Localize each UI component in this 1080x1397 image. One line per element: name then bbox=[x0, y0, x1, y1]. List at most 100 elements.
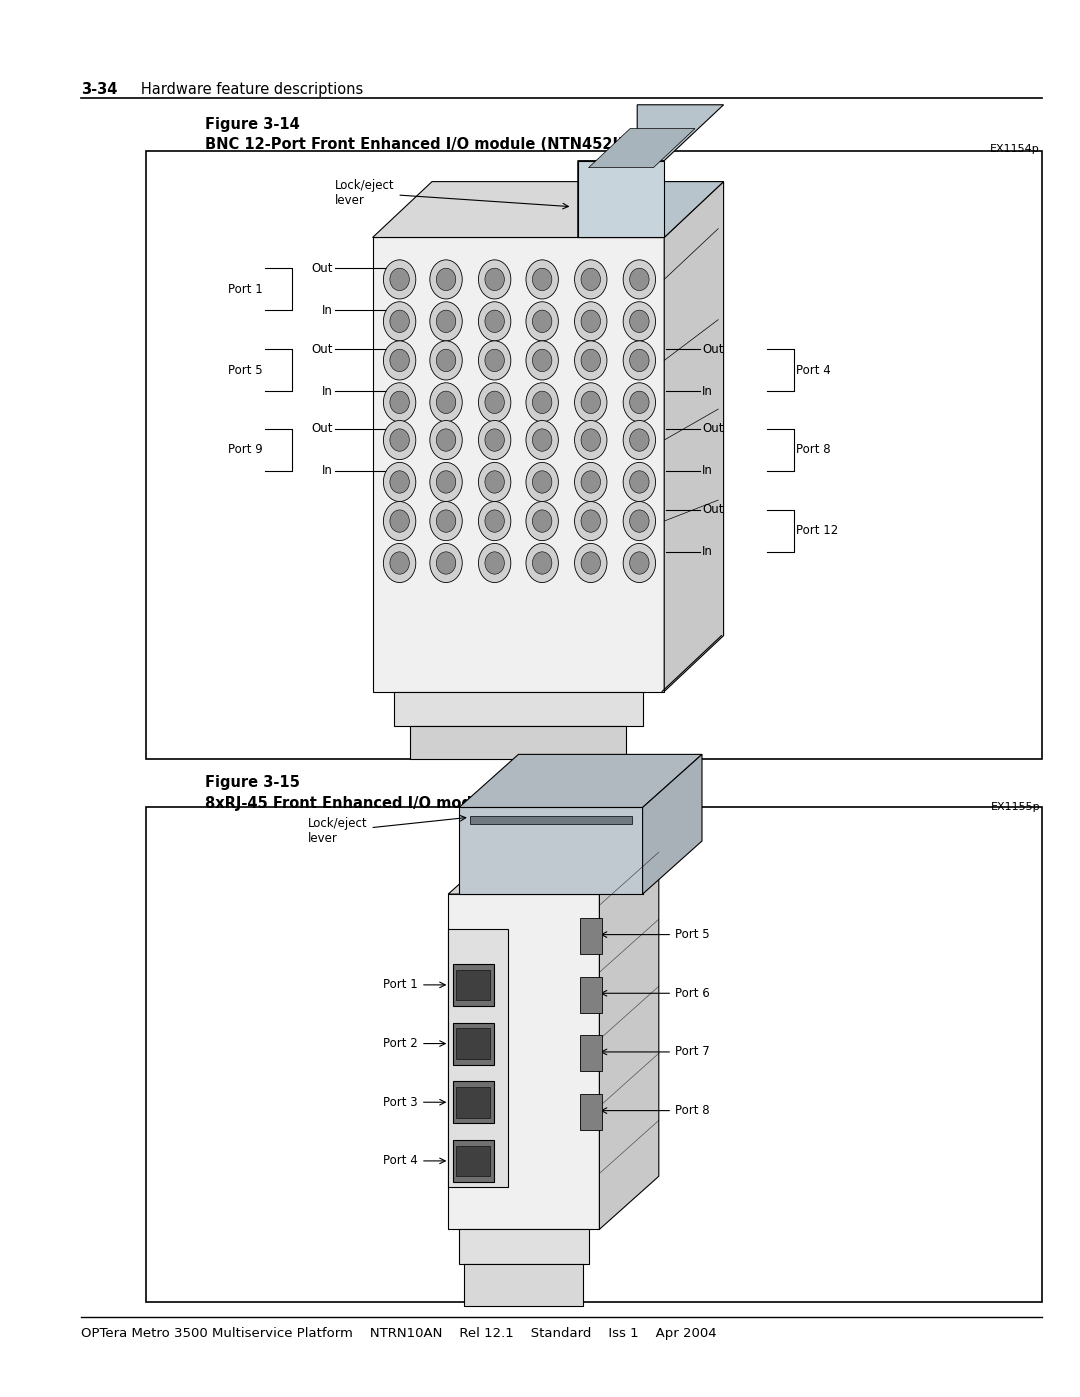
Ellipse shape bbox=[575, 260, 607, 299]
Polygon shape bbox=[410, 726, 626, 759]
Ellipse shape bbox=[478, 502, 511, 541]
Polygon shape bbox=[464, 1264, 583, 1306]
Ellipse shape bbox=[623, 420, 656, 460]
Bar bbox=[580, 918, 602, 954]
Text: Port 5: Port 5 bbox=[602, 928, 710, 942]
Ellipse shape bbox=[581, 391, 600, 414]
Bar bbox=[456, 1028, 490, 1059]
Ellipse shape bbox=[526, 502, 558, 541]
Ellipse shape bbox=[630, 429, 649, 451]
Bar bbox=[456, 1087, 490, 1118]
Ellipse shape bbox=[485, 310, 504, 332]
Polygon shape bbox=[459, 807, 643, 894]
Text: Port 2: Port 2 bbox=[383, 1037, 445, 1051]
Ellipse shape bbox=[623, 462, 656, 502]
Bar bbox=[456, 970, 490, 1000]
Bar bbox=[580, 1035, 602, 1071]
Text: In: In bbox=[702, 545, 713, 559]
Ellipse shape bbox=[485, 268, 504, 291]
Ellipse shape bbox=[436, 391, 456, 414]
Ellipse shape bbox=[630, 391, 649, 414]
Ellipse shape bbox=[430, 502, 462, 541]
Text: Port 9: Port 9 bbox=[228, 443, 262, 457]
Polygon shape bbox=[448, 894, 599, 1229]
Ellipse shape bbox=[436, 310, 456, 332]
Ellipse shape bbox=[478, 543, 511, 583]
Bar bbox=[453, 964, 494, 1006]
Text: Out: Out bbox=[702, 422, 724, 436]
Ellipse shape bbox=[623, 502, 656, 541]
Text: EX1154p: EX1154p bbox=[990, 144, 1040, 154]
Bar bbox=[580, 977, 602, 1013]
Ellipse shape bbox=[485, 429, 504, 451]
Text: Port 12: Port 12 bbox=[796, 524, 838, 538]
Text: Figure 3-15: Figure 3-15 bbox=[205, 775, 300, 791]
Text: Out: Out bbox=[311, 342, 333, 356]
Ellipse shape bbox=[485, 510, 504, 532]
Ellipse shape bbox=[436, 552, 456, 574]
Text: Out: Out bbox=[311, 422, 333, 436]
Ellipse shape bbox=[581, 429, 600, 451]
Ellipse shape bbox=[581, 349, 600, 372]
Text: In: In bbox=[702, 384, 713, 398]
Text: Port 4: Port 4 bbox=[796, 363, 831, 377]
Ellipse shape bbox=[532, 268, 552, 291]
Ellipse shape bbox=[390, 510, 409, 532]
Ellipse shape bbox=[526, 260, 558, 299]
Text: OPTera Metro 3500 Multiservice Platform    NTRN10AN    Rel 12.1    Standard    I: OPTera Metro 3500 Multiservice Platform … bbox=[81, 1327, 717, 1340]
Polygon shape bbox=[373, 182, 724, 237]
Ellipse shape bbox=[383, 543, 416, 583]
Polygon shape bbox=[578, 161, 664, 237]
Ellipse shape bbox=[532, 310, 552, 332]
Ellipse shape bbox=[485, 349, 504, 372]
Ellipse shape bbox=[575, 543, 607, 583]
Ellipse shape bbox=[478, 341, 511, 380]
Polygon shape bbox=[470, 816, 632, 824]
Ellipse shape bbox=[383, 302, 416, 341]
Ellipse shape bbox=[581, 268, 600, 291]
Ellipse shape bbox=[383, 462, 416, 502]
Bar bbox=[146, 807, 1042, 1302]
Ellipse shape bbox=[436, 349, 456, 372]
Polygon shape bbox=[448, 929, 508, 1187]
Polygon shape bbox=[459, 754, 702, 807]
Ellipse shape bbox=[526, 302, 558, 341]
Ellipse shape bbox=[575, 383, 607, 422]
Ellipse shape bbox=[390, 349, 409, 372]
Ellipse shape bbox=[623, 260, 656, 299]
Text: Lock/eject
lever: Lock/eject lever bbox=[335, 179, 568, 210]
Ellipse shape bbox=[430, 302, 462, 341]
Ellipse shape bbox=[383, 383, 416, 422]
Ellipse shape bbox=[390, 268, 409, 291]
Ellipse shape bbox=[390, 391, 409, 414]
Ellipse shape bbox=[575, 502, 607, 541]
Ellipse shape bbox=[383, 341, 416, 380]
Ellipse shape bbox=[390, 429, 409, 451]
Bar bbox=[580, 1094, 602, 1130]
Polygon shape bbox=[459, 1229, 589, 1264]
Text: In: In bbox=[322, 464, 333, 478]
Text: Hardware feature descriptions: Hardware feature descriptions bbox=[127, 82, 364, 96]
Text: Lock/eject
lever: Lock/eject lever bbox=[308, 816, 465, 845]
Ellipse shape bbox=[581, 510, 600, 532]
Polygon shape bbox=[394, 692, 643, 726]
Ellipse shape bbox=[383, 260, 416, 299]
Polygon shape bbox=[578, 105, 724, 237]
Text: Figure 3-14: Figure 3-14 bbox=[205, 117, 300, 133]
Ellipse shape bbox=[630, 349, 649, 372]
Ellipse shape bbox=[575, 341, 607, 380]
Ellipse shape bbox=[436, 471, 456, 493]
Text: In: In bbox=[322, 384, 333, 398]
Ellipse shape bbox=[430, 420, 462, 460]
Ellipse shape bbox=[430, 341, 462, 380]
Ellipse shape bbox=[526, 420, 558, 460]
Ellipse shape bbox=[623, 383, 656, 422]
Ellipse shape bbox=[623, 302, 656, 341]
Ellipse shape bbox=[532, 349, 552, 372]
Text: In: In bbox=[702, 464, 713, 478]
Ellipse shape bbox=[478, 420, 511, 460]
Text: Port 8: Port 8 bbox=[602, 1104, 710, 1118]
Polygon shape bbox=[664, 182, 724, 692]
Text: 3-34: 3-34 bbox=[81, 82, 118, 96]
Text: Port 7: Port 7 bbox=[602, 1045, 710, 1059]
